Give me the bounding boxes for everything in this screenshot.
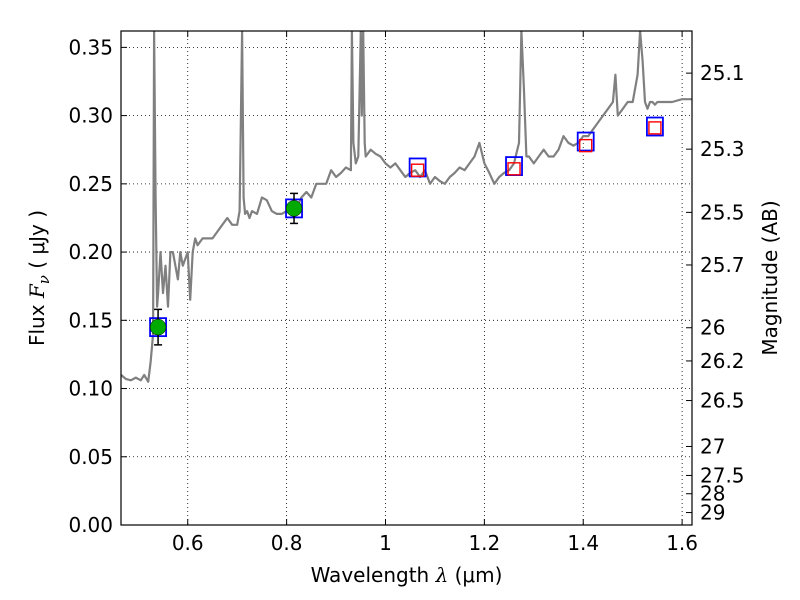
y-label-f: F (25, 283, 49, 299)
y-tick-label: 0.00 (68, 513, 113, 537)
axis-ticks: 0.6 0.8 1 1.2 1.4 1.6 0.00 0.05 0.10 0.15 0.20 0.25… (68, 31, 745, 555)
plot-content (121, 31, 692, 383)
observed-point (149, 318, 167, 336)
model-point-red (410, 163, 425, 177)
mag-tick-label: 26 (700, 316, 725, 340)
model-point-red (579, 138, 593, 153)
y-tick-label: 0.35 (68, 35, 113, 59)
model-point-red (648, 121, 662, 135)
x-tick-label: 1.4 (567, 531, 599, 555)
spectrum-line (121, 31, 692, 383)
y-tick-label: 0.30 (68, 104, 113, 128)
y-tick-label: 0.10 (68, 377, 113, 401)
grid-lines (121, 31, 692, 526)
model-point-blue (576, 131, 595, 152)
x-axis-label: Wavelength λ (μm) (311, 563, 503, 587)
mag-tick-label: 25.3 (700, 137, 745, 161)
x-label-lambda: λ (435, 563, 449, 587)
y2-axis-label: Magnitude (AB) (758, 200, 782, 355)
y-tick-label: 0.05 (68, 445, 113, 469)
mag-tick-label: 25.7 (700, 253, 745, 277)
mag-tick-label: 25.5 (700, 200, 745, 224)
x-tick-label: 1.6 (666, 531, 698, 555)
y-tick-label: 0.25 (68, 172, 113, 196)
y-axis-label: Flux Fν ( μJy ) (25, 210, 53, 346)
y-label-unit: ( μJy ) (25, 210, 49, 275)
x-tick-label: 1 (379, 531, 392, 555)
mag-tick-label: 26.2 (700, 349, 745, 373)
y-tick-label: 0.15 (68, 308, 113, 332)
y-label-nu: ν (35, 275, 53, 284)
mag-tick-label: 26.5 (700, 389, 745, 413)
x-tick-label: 1.2 (468, 531, 500, 555)
mag-tick-label: 27 (700, 434, 725, 458)
mag-tick-label: 25.1 (700, 61, 745, 85)
mag-tick-label: 27.5 (700, 463, 745, 487)
observed-point (285, 200, 303, 217)
y-label-prefix: Flux (25, 298, 49, 346)
model-point-red (507, 162, 521, 176)
x-tick-label: 0.8 (271, 531, 303, 555)
mag-tick-label: 28 (700, 482, 725, 506)
x-label-prefix: Wavelength (311, 563, 436, 587)
model-point-blue (646, 116, 664, 137)
y-tick-label: 0.20 (68, 240, 113, 264)
x-label-unit: (μm) (448, 563, 502, 587)
x-tick-label: 0.6 (172, 531, 204, 555)
plot-frame (120, 30, 693, 526)
mag-tick-label: 29 (700, 501, 725, 525)
